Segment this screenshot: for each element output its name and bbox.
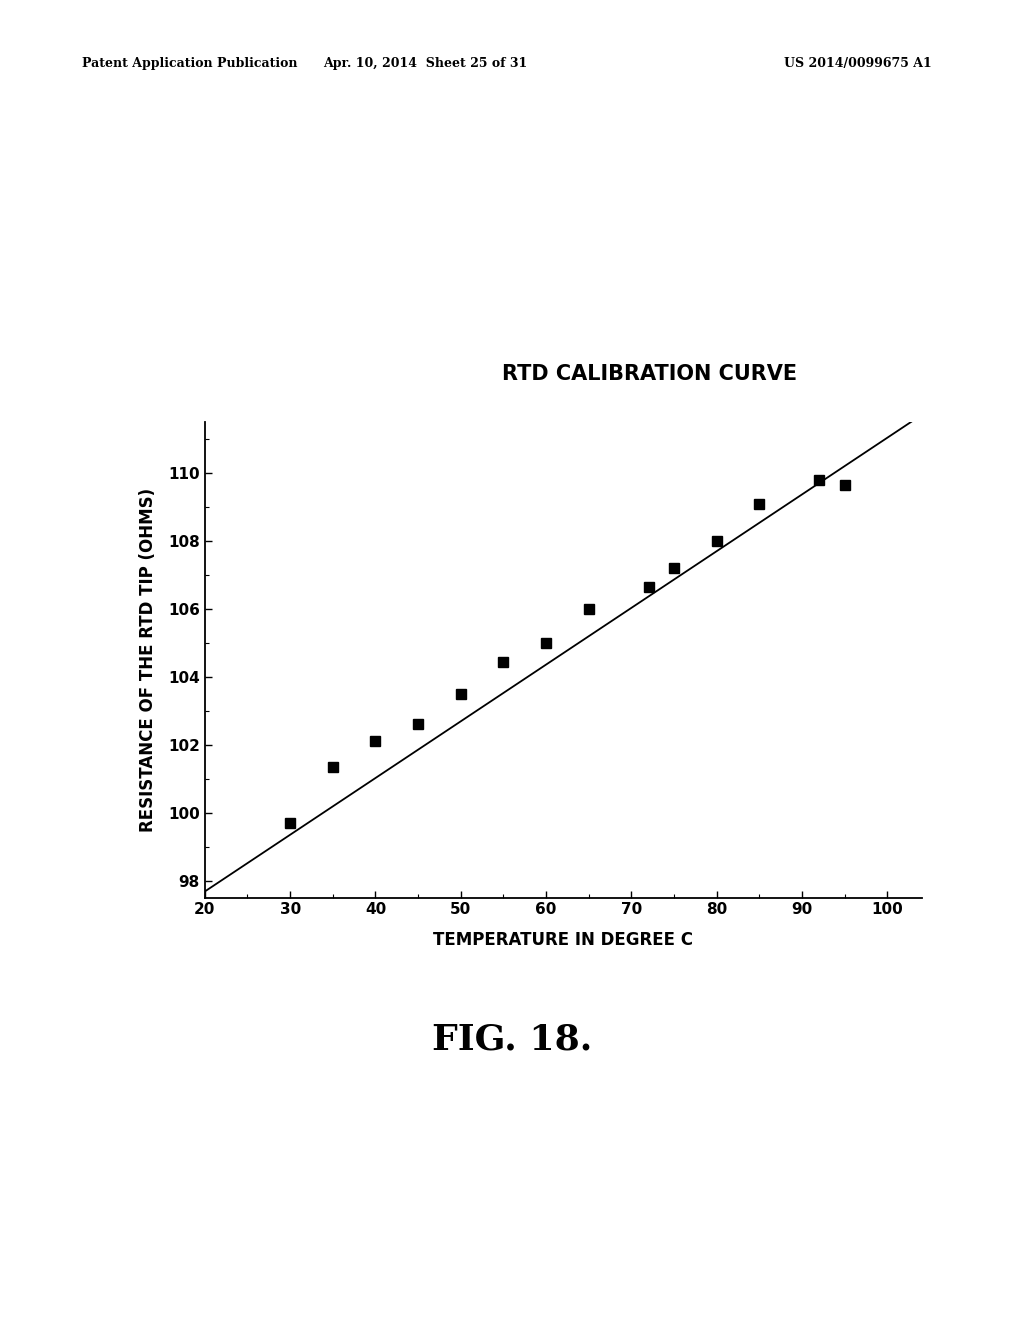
Text: Apr. 10, 2014  Sheet 25 of 31: Apr. 10, 2014 Sheet 25 of 31 [323, 57, 527, 70]
X-axis label: TEMPERATURE IN DEGREE C: TEMPERATURE IN DEGREE C [433, 932, 693, 949]
Y-axis label: RESISTANCE OF THE RTD TIP (OHMS): RESISTANCE OF THE RTD TIP (OHMS) [139, 488, 157, 832]
Text: FIG. 18.: FIG. 18. [432, 1023, 592, 1057]
Text: RTD CALIBRATION CURVE: RTD CALIBRATION CURVE [502, 364, 797, 384]
Text: Patent Application Publication: Patent Application Publication [82, 57, 297, 70]
Text: US 2014/0099675 A1: US 2014/0099675 A1 [784, 57, 932, 70]
